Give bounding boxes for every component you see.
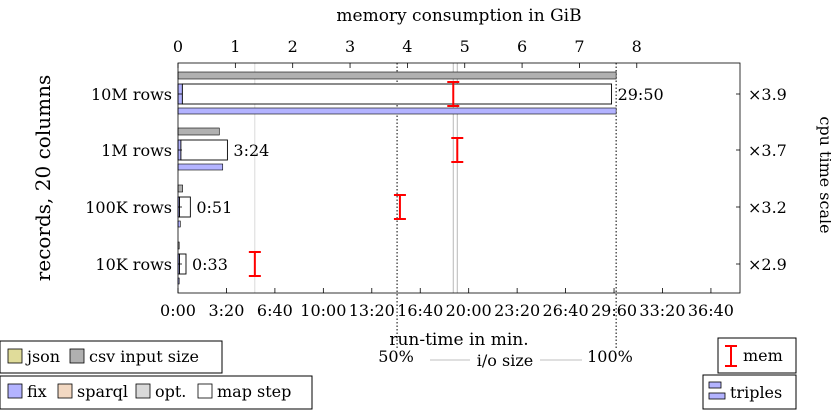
bottom-tick-label-5: 16:40 [397, 301, 443, 320]
legend-swatch-map [197, 383, 213, 399]
cpu-scale-label-1: ×3.7 [748, 141, 787, 160]
mem-errorbar-0 [447, 81, 460, 107]
category-label-2: 100K rows [85, 198, 172, 217]
y-axis-title: records, 20 columns [31, 75, 55, 281]
bottom-tick-label-4: 13:20 [349, 301, 395, 320]
bar-triples-0 [177, 107, 617, 115]
runtime-label-2: 0:51 [196, 198, 232, 217]
top-tick-label-7: 7 [574, 37, 584, 56]
legend-data-sources: json csv input size [0, 340, 223, 374]
legend-mem: mem [717, 337, 797, 374]
legend-label-map: map step [217, 382, 291, 401]
mem-errorbar-2 [393, 194, 406, 220]
bottom-tick-label-10: 33:20 [639, 301, 685, 320]
io-mark-50-label: 50% [378, 347, 414, 366]
bar-csv-2 [177, 184, 183, 193]
bottom-tick-label-3: 10:00 [300, 301, 346, 320]
bottom-axis-title: run-time in min. [389, 330, 528, 350]
category-label-0: 10M rows [91, 85, 172, 104]
legend-label-sparql: sparql [77, 382, 128, 401]
legend-label-csv: csv input size [89, 347, 199, 366]
category-label-1: 1M rows [101, 141, 172, 160]
top-axis-title: memory consumption in GiB [336, 6, 581, 26]
legend-label-triples: triples [730, 383, 782, 402]
legend-swatch-triples-b [708, 392, 726, 400]
legend-label-fix: fix [27, 382, 47, 401]
top-tick-label-3: 3 [345, 37, 355, 56]
top-tick-label-2: 2 [288, 37, 298, 56]
legend-swatch-csv [69, 348, 85, 364]
legend-steps: fix sparql opt. map step [0, 375, 313, 410]
top-tick-label-1: 1 [230, 37, 240, 56]
bottom-tick-label-8: 26:40 [543, 301, 589, 320]
bar-csv-0 [177, 71, 617, 80]
cpu-scale-label-3: ×2.9 [748, 255, 787, 274]
bar-csv-1 [177, 127, 220, 136]
category-label-3: 10K rows [95, 255, 172, 274]
top-tick-label-6: 6 [517, 37, 527, 56]
legend-label-json: json [25, 347, 60, 366]
runtime-label-3: 0:33 [192, 255, 228, 274]
mem-errorbar-3 [248, 251, 261, 277]
runtime-label-0: 29:50 [618, 85, 664, 104]
legend-swatch-sparql [57, 383, 73, 399]
legend-label-mem: mem [743, 346, 783, 365]
top-tick-label-0: 0 [173, 37, 183, 56]
plot-frame [177, 62, 741, 294]
top-tick-label-8: 8 [632, 37, 642, 56]
mem-errorbar-1 [451, 137, 464, 163]
bottom-tick-label-0: 0:00 [160, 301, 196, 320]
io-mark-100-label: 100% [587, 347, 633, 366]
top-tick-label-4: 4 [402, 37, 412, 56]
legend-swatch-opt [135, 383, 151, 399]
io-size-label: i/o size [477, 351, 533, 370]
bottom-tick-label-7: 23:20 [494, 301, 540, 320]
legend-triples: triples [702, 374, 797, 410]
bottom-tick-label-6: 20:00 [446, 301, 492, 320]
bottom-tick-label-2: 6:40 [257, 301, 293, 320]
legend-swatch-json [7, 348, 23, 364]
bar-map-1 [180, 139, 228, 161]
cpu-scale-label-2: ×3.2 [748, 198, 787, 217]
legend-swatch-triples-a [708, 381, 722, 389]
legend-label-opt: opt. [155, 382, 186, 401]
cpu-scale-label-0: ×3.9 [748, 85, 787, 104]
top-tick-label-5: 5 [460, 37, 470, 56]
right-axis-title: cpu time scale [816, 116, 831, 233]
legend-swatch-fix [7, 383, 23, 399]
bottom-tick-label-9: 29:60 [591, 301, 637, 320]
bar-triples-1 [177, 163, 224, 171]
bar-map-0 [181, 83, 613, 105]
bottom-tick-label-11: 36:40 [688, 301, 734, 320]
bottom-tick-label-1: 3:20 [208, 301, 244, 320]
runtime-label-1: 3:24 [233, 141, 269, 160]
